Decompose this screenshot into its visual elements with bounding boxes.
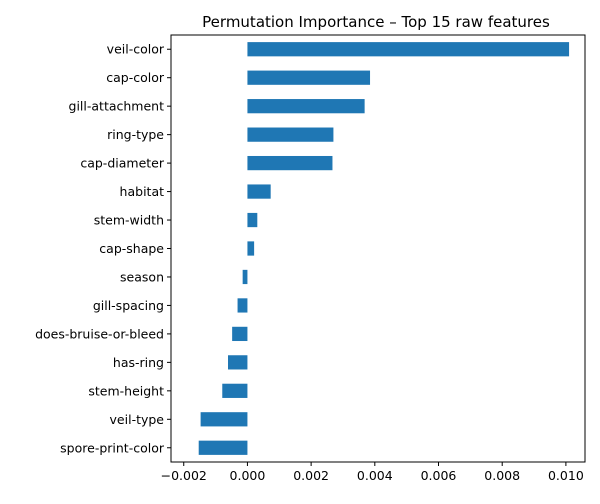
bar-veil-color [247, 42, 570, 57]
bar-cap-color [247, 70, 371, 85]
bar-habitat [247, 184, 271, 199]
y-tick-label: habitat [120, 184, 165, 199]
y-tick-label: veil-color [107, 42, 165, 57]
y-tick-label: does-bruise-or-bleed [35, 326, 164, 341]
bar-veil-type [200, 412, 248, 427]
y-tick-label: cap-shape [99, 241, 164, 256]
bar-spore-print-color [198, 440, 248, 455]
bar-gill-spacing [237, 298, 248, 313]
y-tick-label: cap-color [106, 70, 165, 85]
bar-cap-shape [247, 241, 255, 256]
bar-stem-height [222, 383, 248, 398]
y-tick-label: cap-diameter [80, 156, 165, 171]
bar-gill-attachment [247, 99, 365, 114]
bars-layer [198, 42, 570, 455]
x-tick-label: 0.002 [293, 468, 329, 483]
x-tick-label: 0.008 [484, 468, 520, 483]
x-tick-label: 0.004 [357, 468, 393, 483]
y-tick-label: gill-attachment [69, 99, 165, 114]
bar-has-ring [228, 355, 248, 370]
chart-title: Permutation Importance – Top 15 raw feat… [202, 13, 550, 31]
y-tick-label: gill-spacing [93, 298, 164, 313]
x-tick-label: 0.000 [230, 468, 266, 483]
bar-does-bruise-or-bleed [232, 326, 248, 342]
bar-ring-type [247, 127, 334, 142]
y-tick-label: stem-width [94, 213, 164, 228]
y-tick-label: veil-type [110, 412, 165, 427]
y-tick-label: ring-type [107, 127, 164, 142]
ticks-layer: veil-color cap-color gill-attachment ring-t… [35, 42, 584, 483]
y-tick-label: stem-height [88, 383, 164, 398]
bar-cap-diameter [247, 155, 333, 171]
bar-stem-width [247, 212, 258, 228]
y-tick-label: has-ring [113, 355, 164, 370]
x-tick-label: 0.006 [421, 468, 457, 483]
y-tick-label: season [120, 269, 164, 284]
x-tick-label: −0.002 [161, 468, 207, 483]
bar-season [242, 269, 248, 285]
x-tick-label: 0.010 [548, 468, 584, 483]
y-tick-label: spore-print-color [60, 440, 165, 455]
